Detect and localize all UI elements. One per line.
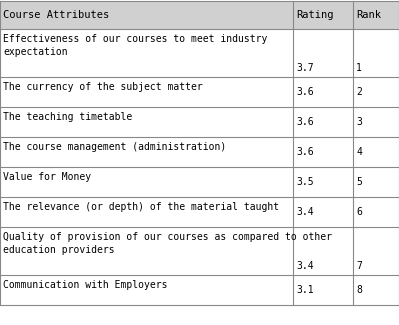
Text: Course Attributes: Course Attributes xyxy=(3,10,109,20)
Text: 3.6: 3.6 xyxy=(296,87,314,97)
Text: 3.6: 3.6 xyxy=(296,147,314,157)
Text: Rank: Rank xyxy=(356,10,381,20)
Text: The relevance (or depth) of the material taught: The relevance (or depth) of the material… xyxy=(3,202,279,212)
Text: 2: 2 xyxy=(356,87,362,97)
Bar xyxy=(0,275,399,305)
Text: Rating: Rating xyxy=(296,10,334,20)
Bar xyxy=(0,29,399,77)
Text: 3.7: 3.7 xyxy=(296,63,314,73)
Text: The course management (administration): The course management (administration) xyxy=(3,142,227,152)
Bar xyxy=(0,197,399,227)
Text: 3: 3 xyxy=(356,117,362,127)
Bar xyxy=(0,1,399,29)
Text: 4: 4 xyxy=(356,147,362,157)
Text: The currency of the subject matter: The currency of the subject matter xyxy=(3,82,203,92)
Bar xyxy=(0,77,399,107)
Bar xyxy=(0,167,399,197)
Text: 3.5: 3.5 xyxy=(296,177,314,187)
Text: The teaching timetable: The teaching timetable xyxy=(3,112,132,122)
Text: 7: 7 xyxy=(356,261,362,271)
Text: 3.1: 3.1 xyxy=(296,285,314,295)
Bar xyxy=(0,107,399,137)
Text: Communication with Employers: Communication with Employers xyxy=(3,280,168,290)
Text: Quality of provision of our courses as compared to other
education providers: Quality of provision of our courses as c… xyxy=(3,232,332,255)
Bar xyxy=(0,227,399,275)
Text: Effectiveness of our courses to meet industry
expectation: Effectiveness of our courses to meet ind… xyxy=(3,34,268,57)
Text: 3.4: 3.4 xyxy=(296,261,314,271)
Text: 5: 5 xyxy=(356,177,362,187)
Text: 3.6: 3.6 xyxy=(296,117,314,127)
Text: 3.4: 3.4 xyxy=(296,207,314,217)
Text: 6: 6 xyxy=(356,207,362,217)
Text: 1: 1 xyxy=(356,63,362,73)
Bar xyxy=(0,137,399,167)
Text: 8: 8 xyxy=(356,285,362,295)
Text: Value for Money: Value for Money xyxy=(3,172,91,182)
